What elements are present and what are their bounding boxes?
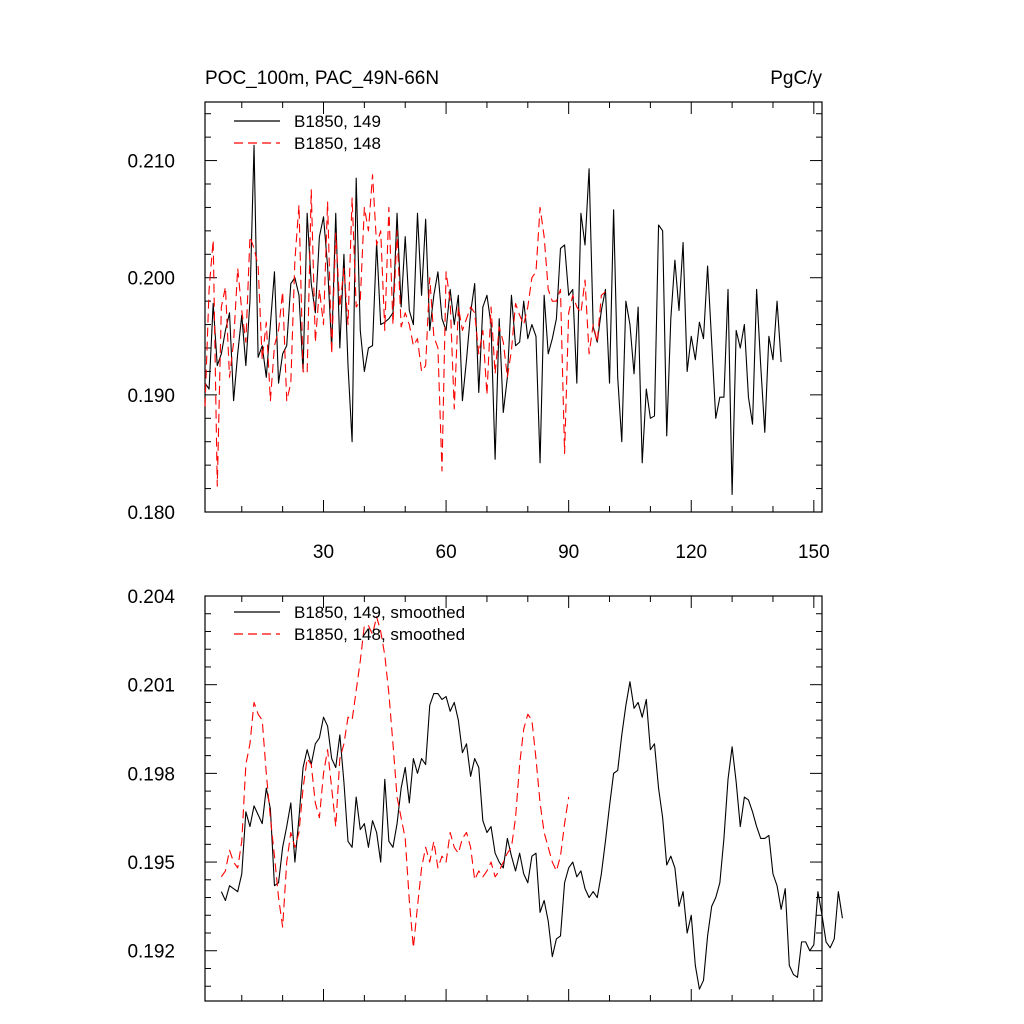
top-x-tick-label: 30 [313, 542, 334, 563]
bottom-plot-frame [204, 595, 823, 1002]
top-y-tick-labels: 0.180 0.190 0.200 0.210 [127, 152, 175, 524]
bottom-series-line-148 [220, 616, 570, 949]
bottom-y-tick-label: 0.204 [127, 587, 175, 608]
top-y-tick-label: 0.200 [127, 269, 175, 290]
bottom-axis-ticks [205, 595, 822, 1001]
top-series-line-148 [204, 174, 606, 487]
bottom-y-tick-label: 0.195 [127, 853, 175, 874]
top-x-tick-label: 150 [798, 542, 830, 563]
top-axis-ticks [205, 102, 822, 513]
top-series-group [204, 144, 782, 495]
top-x-tick-label: 120 [675, 542, 707, 563]
top-plot-frame [204, 101, 823, 513]
bottom-panel: 0.192 0.195 0.198 0.201 0.204 B1850, 149, sm… [127, 587, 843, 1002]
top-legend-label-149: B1850, 149 [294, 112, 381, 131]
bottom-series-line-149 [220, 681, 843, 990]
top-panel: POC_100m, PAC_49N-66N PgC/y 0.1800.1900.… [127, 68, 829, 563]
top-legend: B1850, 149 B1850, 148 [234, 112, 381, 153]
bottom-series-group [220, 616, 843, 990]
bottom-legend: B1850, 149, smoothed B1850, 148, smoothe… [234, 603, 465, 644]
bottom-legend-label-149: B1850, 149, smoothed [294, 603, 465, 622]
top-x-tick-labels: 30 60 90 120 150 [313, 542, 830, 563]
top-series-line-149 [204, 144, 782, 495]
bottom-y-tick-label: 0.201 [127, 676, 175, 697]
top-x-tick-label: 90 [558, 542, 579, 563]
bottom-y-tick-labels: 0.192 0.195 0.198 0.201 0.204 [127, 587, 175, 963]
top-title-left: POC_100m, PAC_49N-66N [205, 68, 439, 89]
bottom-legend-label-148: B1850, 148, smoothed [294, 625, 465, 644]
top-title-right: PgC/y [770, 68, 822, 89]
top-x-tick-label: 60 [436, 542, 457, 563]
top-y-tick-label: 0.190 [127, 386, 175, 407]
top-y-tick-label: 0.180 [127, 503, 175, 524]
bottom-y-tick-label: 0.198 [127, 764, 175, 785]
top-legend-label-148: B1850, 148 [294, 134, 381, 153]
bottom-y-tick-label: 0.192 [127, 942, 175, 963]
top-y-tick-label: 0.210 [127, 152, 175, 173]
